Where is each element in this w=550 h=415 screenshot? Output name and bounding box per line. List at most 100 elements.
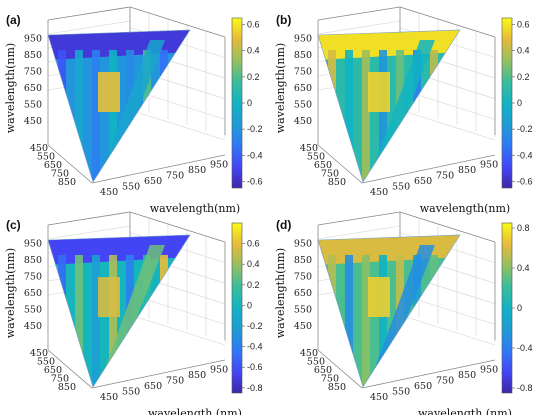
- y-tick-label: 650: [294, 288, 312, 299]
- y-tick-label: 450: [294, 116, 312, 127]
- colorbar-tick-label: 0: [517, 303, 522, 313]
- surface-stripe: [92, 50, 100, 180]
- y-tick-label: 650: [24, 83, 42, 94]
- colorbar-tick-label: 0.2: [517, 72, 530, 82]
- x-axis-label: wavelength(nm): [150, 202, 240, 215]
- z-tick-label: 650: [314, 160, 332, 171]
- y-tick-label: 750: [24, 272, 42, 283]
- surface-diagonal-band: [98, 40, 165, 182]
- colorbar-tick-label: 0.6: [517, 20, 530, 30]
- y-axis-label: wavelength(nm): [4, 43, 17, 133]
- colorbar: [231, 222, 243, 394]
- colorbar-tick-label: 0: [517, 98, 522, 108]
- x-tick-label: 850: [188, 370, 206, 381]
- y-tick-label: 650: [24, 288, 42, 299]
- colorbar-tick-label: -0.8: [247, 383, 263, 393]
- z-tick-label: 850: [58, 177, 76, 188]
- z-tick-label: 550: [37, 357, 55, 368]
- x-tick-label: 950: [210, 365, 228, 376]
- x-tick-label: 850: [458, 165, 476, 176]
- z-tick-label: 650: [44, 160, 62, 171]
- y-tick-label: 450: [24, 321, 42, 332]
- colorbar-tick-label: 0.2: [247, 280, 260, 290]
- surface-stripe: [109, 50, 117, 180]
- z-tick-label: 450: [300, 143, 318, 154]
- x-tick-label: 650: [144, 381, 162, 392]
- colorbar-tick-label: 0.4: [517, 263, 530, 273]
- colorbar-tick-label: 0: [247, 98, 252, 108]
- colorbar: [231, 17, 243, 189]
- z-tick-label: 850: [328, 382, 346, 393]
- colorbar-tick-label: 0.6: [247, 239, 260, 249]
- colorbar-tick-label: 0: [247, 300, 252, 310]
- y-tick-label: 550: [294, 305, 312, 316]
- surface-stripe: [109, 255, 117, 385]
- z-tick-label: 750: [51, 374, 69, 385]
- x-tick-label: 950: [480, 160, 498, 171]
- surface-hotspot: [368, 72, 390, 112]
- x-tick-label: 650: [144, 176, 162, 187]
- y-tick-label: 750: [24, 67, 42, 78]
- surface-stripe: [430, 255, 438, 385]
- colorbar-tick-label: -0.2: [517, 124, 533, 134]
- x-tick-label: 550: [122, 387, 140, 398]
- y-tick-label: 550: [24, 305, 42, 316]
- surface-stripe: [75, 255, 83, 385]
- x-tick-label: 450: [100, 187, 118, 198]
- surface-stripe: [430, 50, 438, 180]
- surface: [47, 29, 191, 183]
- surface-stripe: [160, 255, 168, 385]
- x-tick-label: 950: [210, 160, 228, 171]
- colorbar-tick-label: -0.8: [517, 383, 533, 393]
- x-tick-label: 950: [480, 365, 498, 376]
- z-tick-label: 650: [44, 365, 62, 376]
- colorbar-tick-label: -0.4: [517, 343, 533, 353]
- surface-hotspot: [368, 277, 390, 317]
- x-tick-label: 750: [166, 171, 184, 182]
- x-axis-label: wavelength (nm): [418, 407, 512, 415]
- y-tick-label: 850: [294, 50, 312, 61]
- y-axis-label: wavelength(nm): [274, 248, 287, 338]
- x-tick-label: 450: [370, 187, 388, 198]
- surface-stripe: [92, 255, 100, 385]
- y-tick-label: 550: [294, 100, 312, 111]
- x-tick-label: 750: [166, 376, 184, 387]
- x-tick-label: 750: [436, 171, 454, 182]
- surface-stripe: [362, 255, 370, 385]
- x-tick-label: 850: [458, 370, 476, 381]
- z-tick-label: 450: [300, 348, 318, 359]
- colorbar-tick-label: 0.4: [517, 46, 530, 56]
- colorbar-tick-label: 0.2: [247, 72, 260, 82]
- surface-hotspot: [98, 277, 120, 317]
- colorbar-tick-label: 0.4: [247, 46, 260, 56]
- x-tick-label: 650: [414, 176, 432, 187]
- surface-stripe: [379, 255, 387, 385]
- y-tick-label: 950: [24, 34, 42, 45]
- colorbar-tick-label: -0.6: [517, 176, 533, 186]
- x-tick-label: 450: [100, 392, 118, 403]
- surface: [317, 234, 461, 388]
- surface-stripe: [160, 50, 168, 180]
- surface: [317, 29, 461, 183]
- surface-diagonal-band: [368, 40, 435, 182]
- z-tick-label: 450: [30, 143, 48, 154]
- y-tick-label: 450: [294, 321, 312, 332]
- y-tick-label: 450: [24, 116, 42, 127]
- z-tick-label: 550: [37, 152, 55, 163]
- surface-stripe: [345, 255, 353, 385]
- colorbar-tick-label: -0.6: [247, 362, 263, 372]
- y-tick-label: 950: [294, 34, 312, 45]
- surface-diagonal-band: [98, 245, 165, 387]
- y-tick-label: 750: [294, 67, 312, 78]
- y-tick-label: 550: [24, 100, 42, 111]
- z-tick-label: 750: [321, 169, 339, 180]
- x-axis-label: wavelength (nm): [148, 407, 242, 415]
- z-tick-label: 850: [328, 177, 346, 188]
